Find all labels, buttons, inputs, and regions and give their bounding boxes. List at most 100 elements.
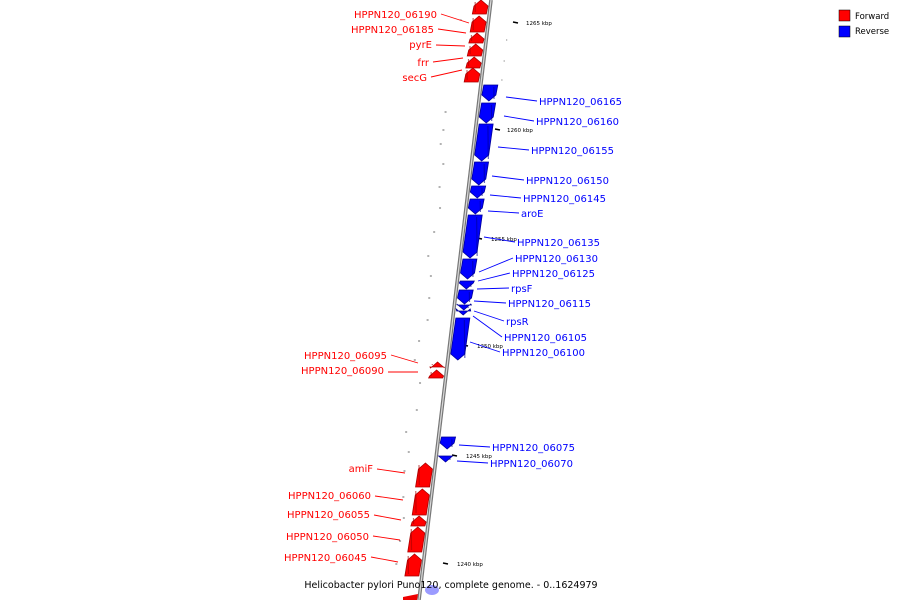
label-leader-line	[370, 556, 399, 563]
reverse-gene-feature	[455, 307, 472, 316]
kbp-tick	[442, 562, 449, 565]
genome-caption: Helicobacter pylori Puno120, complete ge…	[304, 580, 597, 591]
forward-gene-feature	[411, 488, 430, 516]
reverse-gene-label: HPPN120_06130	[515, 254, 598, 265]
reverse-gene-label: HPPN120_06105	[504, 333, 587, 344]
label-leader-line	[456, 460, 489, 464]
reverse-gene-label: HPPN120_06145	[523, 194, 606, 205]
forward-gene-label: amiF	[349, 464, 374, 475]
forward-gene-feature	[465, 56, 482, 69]
legend-reverse-label: Reverse	[855, 27, 889, 37]
reverse-gene-feature	[460, 258, 478, 280]
reverse-gene-feature	[469, 185, 487, 199]
legend-forward-swatch	[838, 9, 851, 22]
kbp-label: 1260 kbp	[507, 128, 533, 134]
forward-gene-feature	[407, 526, 426, 553]
gene-shade	[463, 319, 466, 359]
forward-gene-label: HPPN120_06050	[286, 532, 369, 543]
reverse-gene-label: HPPN120_06070	[490, 459, 573, 470]
forward-gene-feature	[428, 369, 445, 379]
legend-reverse-swatch	[838, 25, 851, 38]
reverse-gene-feature	[457, 289, 474, 305]
label-leader-line	[458, 444, 491, 448]
reverse-gene-label: HPPN120_06100	[502, 348, 585, 359]
kbp-tick	[494, 128, 501, 131]
kbp-label: 1245 kbp	[466, 454, 492, 460]
label-leader-line	[503, 115, 535, 122]
label-leader-line	[373, 514, 402, 521]
label-leader-line	[473, 300, 507, 304]
feature-stubs	[403, 585, 439, 600]
reverse-gene-feature	[471, 161, 490, 186]
reverse-gene-feature	[458, 280, 475, 290]
label-leader-line	[440, 13, 470, 24]
reverse-gene-feature	[474, 123, 494, 162]
label-leader-line	[437, 28, 467, 34]
label-leader-line	[473, 310, 505, 322]
gene-labels: HPPN120_06190 HPPN120_06185 pyrE frr secG HPP…	[284, 10, 622, 564]
forward-gene-label: secG	[402, 73, 427, 84]
forward-gene-feature	[468, 32, 485, 44]
reverse-gene-label: HPPN120_06160	[536, 117, 619, 128]
forward-gene-label: HPPN120_06060	[288, 491, 371, 502]
forward-gene-feature	[466, 43, 484, 57]
label-leader-line	[374, 495, 404, 501]
tick-marks	[395, 19, 508, 565]
reverse-gene-label: HPPN120_06150	[526, 176, 609, 187]
label-leaders	[370, 13, 538, 563]
reverse-gene-feature	[467, 198, 485, 215]
legend: Forward Reverse	[838, 9, 889, 38]
kbp-tick	[451, 454, 458, 457]
reverse-gene-label: aroE	[521, 209, 543, 220]
gene-features	[404, 0, 499, 577]
label-leader-line	[491, 175, 525, 181]
reverse-gene-label: rpsR	[506, 317, 529, 328]
forward-gene-feature	[415, 462, 433, 488]
label-leader-line	[430, 69, 463, 78]
legend-forward-label: Forward	[855, 12, 889, 22]
reverse-gene-feature	[439, 436, 457, 450]
kbp-tick	[512, 21, 519, 24]
forward-gene-feature	[471, 0, 489, 15]
gene-shade	[476, 216, 478, 257]
genome-backbone	[417, 0, 493, 600]
label-leader-line	[372, 535, 401, 541]
label-leader-line	[489, 194, 522, 199]
label-leader-line	[432, 57, 464, 63]
reverse-gene-label: HPPN120_06135	[517, 238, 600, 249]
reverse-gene-label: rpsF	[511, 284, 533, 295]
label-leader-line	[477, 272, 511, 282]
forward-gene-label: HPPN120_06190	[354, 10, 437, 21]
forward-gene-label: HPPN120_06045	[284, 553, 367, 564]
reverse-gene-label: HPPN120_06075	[492, 443, 575, 454]
forward-gene-feature	[429, 361, 445, 369]
kbp-label: 1250 kbp	[477, 344, 503, 350]
reverse-gene-feature	[456, 303, 473, 311]
label-leader-line	[483, 236, 516, 243]
forward-gene-feature	[410, 515, 427, 527]
reverse-gene-feature	[478, 102, 497, 124]
forward-gene-label: pyrE	[409, 40, 432, 51]
reverse-gene-label: HPPN120_06155	[531, 146, 614, 157]
forward-gene-label: HPPN120_06090	[301, 366, 384, 377]
label-leader-line	[497, 146, 530, 151]
label-leader-line	[476, 287, 510, 290]
reverse-gene-label: HPPN120_06125	[512, 269, 595, 280]
reverse-gene-label: HPPN120_06115	[508, 299, 591, 310]
kbp-label: 1240 kbp	[457, 562, 483, 568]
label-leader-line	[435, 44, 466, 47]
label-leader-line	[478, 257, 514, 273]
forward-gene-label: HPPN120_06055	[287, 510, 370, 521]
reverse-gene-feature	[481, 84, 499, 102]
kbp-label: 1265 kbp	[526, 21, 552, 27]
label-leader-line	[505, 96, 538, 102]
label-leader-line	[472, 315, 503, 338]
reverse-gene-feature	[437, 455, 454, 463]
forward-gene-label: HPPN120_06095	[304, 351, 387, 362]
forward-gene-feature	[463, 67, 481, 83]
label-leader-line	[487, 210, 520, 214]
forward-gene-feature	[469, 15, 487, 33]
forward-gene-label: frr	[417, 58, 429, 69]
label-leader-line	[469, 341, 501, 353]
